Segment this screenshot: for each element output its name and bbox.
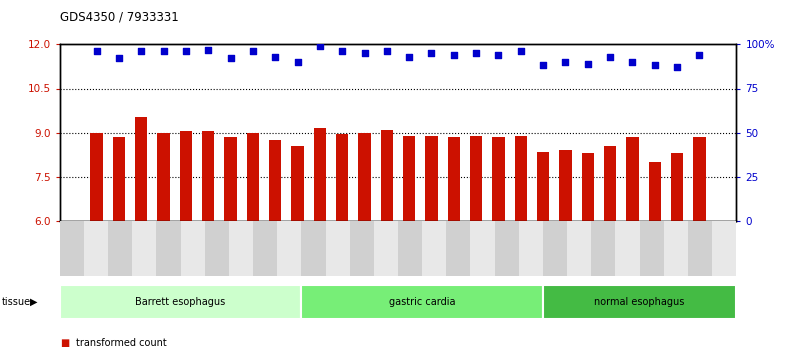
Point xyxy=(247,48,259,54)
Bar xyxy=(470,136,482,221)
Bar xyxy=(132,221,156,276)
Bar xyxy=(374,221,398,276)
Bar xyxy=(302,221,326,276)
Point xyxy=(537,63,549,68)
Text: transformed count: transformed count xyxy=(76,338,166,348)
Bar xyxy=(180,131,192,221)
Bar xyxy=(494,221,519,276)
Bar xyxy=(247,133,259,221)
Bar xyxy=(113,137,125,221)
Bar xyxy=(205,221,229,276)
Bar xyxy=(604,146,616,221)
Bar xyxy=(447,221,470,276)
Point xyxy=(380,48,393,54)
Bar xyxy=(537,152,549,221)
Bar xyxy=(358,133,371,221)
Point xyxy=(514,48,527,54)
Point xyxy=(671,64,684,70)
Point xyxy=(470,50,482,56)
Bar xyxy=(671,153,683,221)
Bar xyxy=(135,116,147,221)
Bar xyxy=(277,221,302,276)
Point xyxy=(649,63,661,68)
Bar xyxy=(615,221,640,276)
Bar xyxy=(60,221,84,276)
Bar xyxy=(649,162,661,221)
Bar xyxy=(156,221,181,276)
Bar xyxy=(398,221,422,276)
Text: normal esophagus: normal esophagus xyxy=(595,297,685,307)
Point xyxy=(358,50,371,56)
Bar xyxy=(591,221,615,276)
Point xyxy=(202,47,215,52)
Bar xyxy=(640,221,664,276)
Bar xyxy=(493,137,505,221)
Bar xyxy=(447,137,460,221)
Point xyxy=(112,56,125,61)
Point xyxy=(314,43,326,49)
Text: ■: ■ xyxy=(60,338,69,348)
Bar xyxy=(422,221,447,276)
Bar xyxy=(712,221,736,276)
Point xyxy=(269,54,282,59)
Bar xyxy=(403,136,416,221)
Point xyxy=(425,50,438,56)
Point xyxy=(492,52,505,58)
Text: GDS4350 / 7933331: GDS4350 / 7933331 xyxy=(60,11,178,24)
Bar xyxy=(626,137,638,221)
Bar xyxy=(224,137,236,221)
Bar xyxy=(543,285,736,319)
Text: gastric cardia: gastric cardia xyxy=(389,297,455,307)
Bar xyxy=(543,221,567,276)
Bar xyxy=(302,285,543,319)
Bar xyxy=(349,221,374,276)
Bar xyxy=(693,137,705,221)
Point xyxy=(403,54,416,59)
Bar xyxy=(326,221,349,276)
Bar xyxy=(60,285,302,319)
Point xyxy=(603,54,616,59)
Bar xyxy=(664,221,688,276)
Point xyxy=(135,48,147,54)
Point xyxy=(559,59,572,65)
Bar xyxy=(229,221,253,276)
Text: tissue: tissue xyxy=(2,297,31,307)
Bar xyxy=(202,131,214,221)
Point xyxy=(157,48,170,54)
Bar xyxy=(91,133,103,221)
Text: Barrett esophagus: Barrett esophagus xyxy=(135,297,225,307)
Bar xyxy=(253,221,277,276)
Point xyxy=(291,59,304,65)
Bar xyxy=(515,136,527,221)
Bar xyxy=(269,140,281,221)
Point xyxy=(180,48,193,54)
Bar xyxy=(425,136,438,221)
Point xyxy=(626,59,639,65)
Bar xyxy=(84,221,108,276)
Bar xyxy=(181,221,205,276)
Point xyxy=(336,48,349,54)
Bar xyxy=(380,130,393,221)
Point xyxy=(447,52,460,58)
Bar xyxy=(336,134,349,221)
Bar xyxy=(291,146,303,221)
Bar xyxy=(560,150,572,221)
Point xyxy=(90,48,103,54)
Point xyxy=(693,52,706,58)
Bar xyxy=(519,221,543,276)
Bar xyxy=(314,128,326,221)
Bar xyxy=(108,221,132,276)
Bar xyxy=(582,153,594,221)
Point xyxy=(224,56,237,61)
Bar xyxy=(470,221,494,276)
Point xyxy=(581,61,594,67)
Bar xyxy=(688,221,712,276)
Text: ▶: ▶ xyxy=(30,297,37,307)
Bar xyxy=(158,133,170,221)
Bar xyxy=(567,221,591,276)
